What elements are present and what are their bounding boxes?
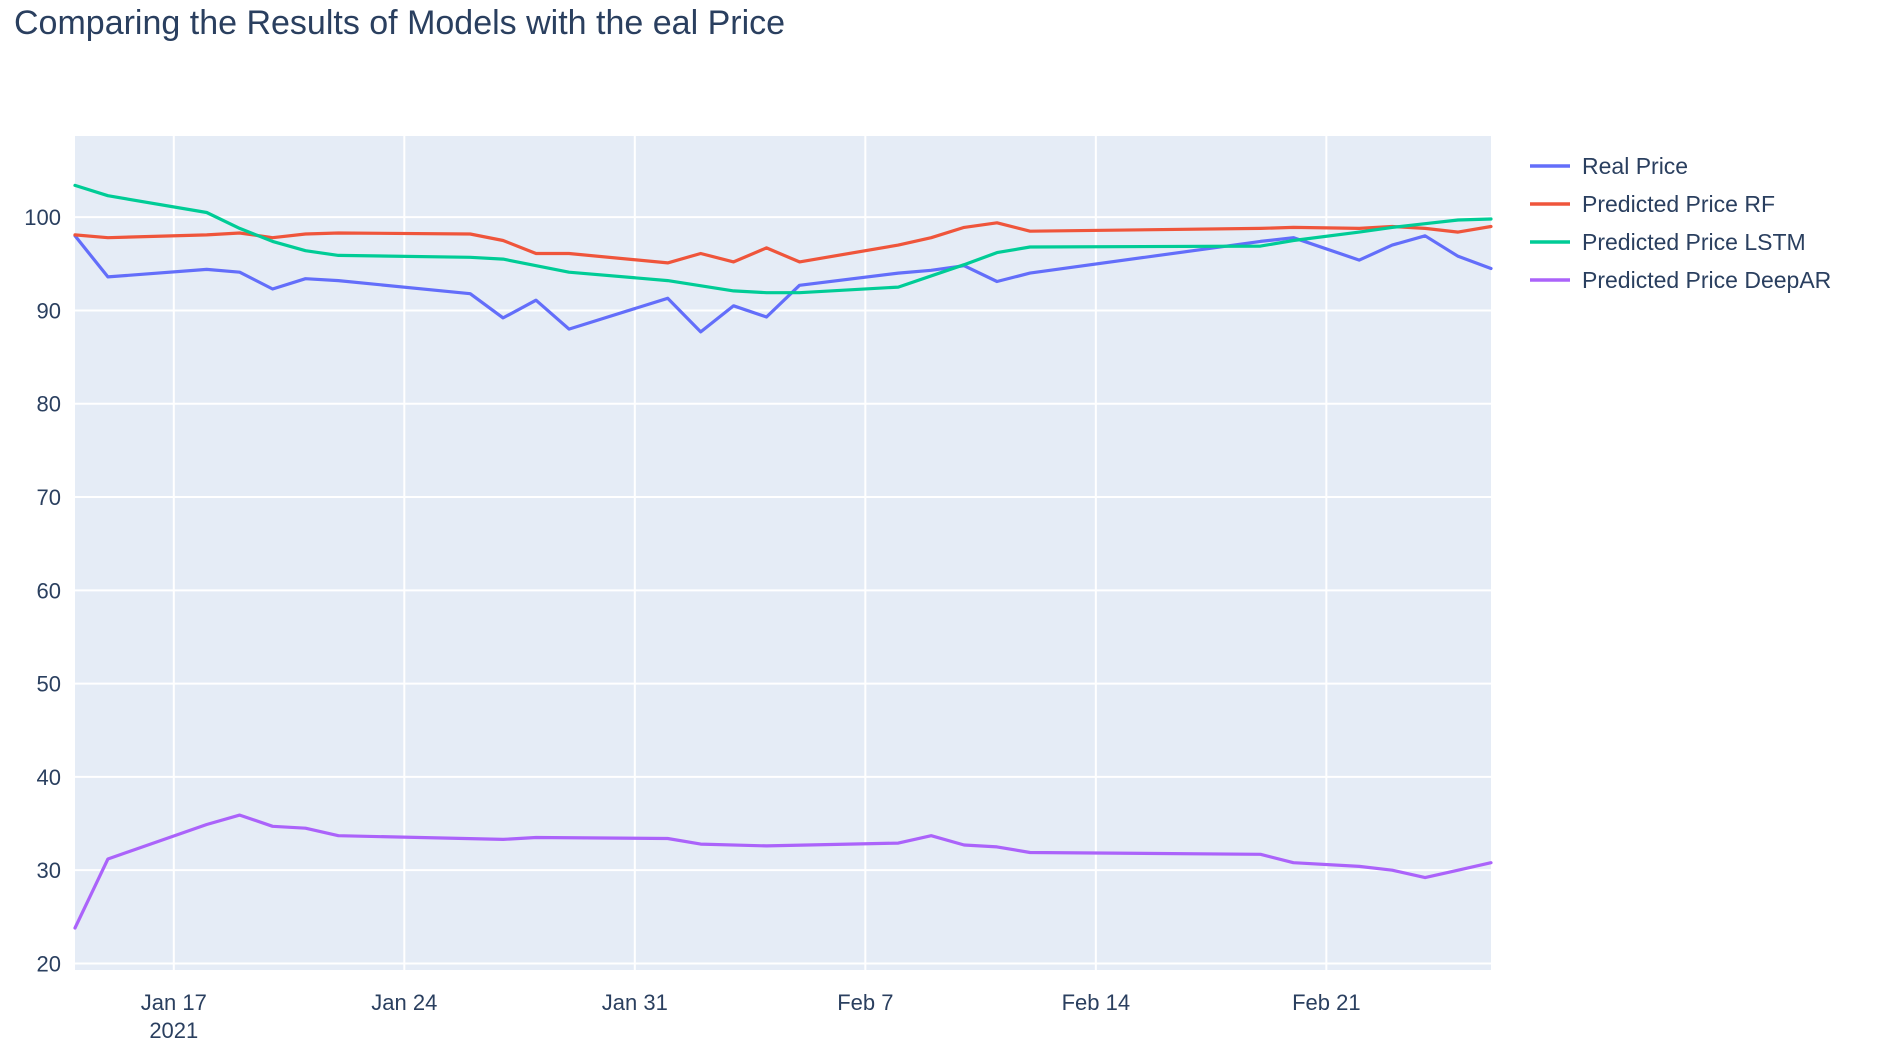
- x-tick-label: Jan 17: [141, 990, 207, 1015]
- legend-item[interactable]: Predicted Price LSTM: [1530, 229, 1806, 255]
- x-tick-label: Feb 14: [1062, 990, 1131, 1015]
- x-tick-year-label: 2021: [149, 1018, 198, 1043]
- x-tick-label: Feb 21: [1292, 990, 1361, 1015]
- legend-item[interactable]: Predicted Price DeepAR: [1530, 267, 1831, 293]
- x-axis-ticks: Jan 17 2021 Jan 24 Jan 31 Feb 7 Feb 14 Feb 21: [141, 990, 1361, 1043]
- series-line-0: [73, 234, 1493, 334]
- series-line-2: [73, 183, 1493, 295]
- legend-item[interactable]: Real Price: [1530, 153, 1688, 179]
- x-tick-label: Jan 31: [602, 990, 668, 1015]
- x-tick-label: Jan 24: [371, 990, 437, 1015]
- y-tick-label: 90: [37, 298, 61, 323]
- y-tick-label: 20: [37, 951, 61, 976]
- legend[interactable]: Real Price Predicted Price RF Predicted Pr…: [1530, 153, 1831, 293]
- chart-title: Comparing the Results of Models with the…: [14, 4, 785, 42]
- grid-lines: [75, 136, 1491, 970]
- y-tick-label: 50: [37, 672, 61, 697]
- y-tick-label: 30: [37, 858, 61, 883]
- x-tick-label: Feb 7: [837, 990, 893, 1015]
- y-tick-label: 60: [37, 578, 61, 603]
- y-axis-ticks: 20 30 40 50 60 70 80 90 100: [24, 205, 61, 976]
- legend-label: Predicted Price LSTM: [1582, 229, 1806, 255]
- series-lines: [73, 183, 1493, 930]
- legend-label: Real Price: [1582, 153, 1688, 179]
- y-tick-label: 40: [37, 765, 61, 790]
- legend-label: Predicted Price RF: [1582, 191, 1775, 217]
- legend-item[interactable]: Predicted Price RF: [1530, 191, 1775, 217]
- series-line-3: [73, 813, 1493, 930]
- series-line-1: [73, 221, 1493, 265]
- y-tick-label: 80: [37, 392, 61, 417]
- y-tick-label: 100: [24, 205, 61, 230]
- y-tick-label: 70: [37, 485, 61, 510]
- legend-label: Predicted Price DeepAR: [1582, 267, 1831, 293]
